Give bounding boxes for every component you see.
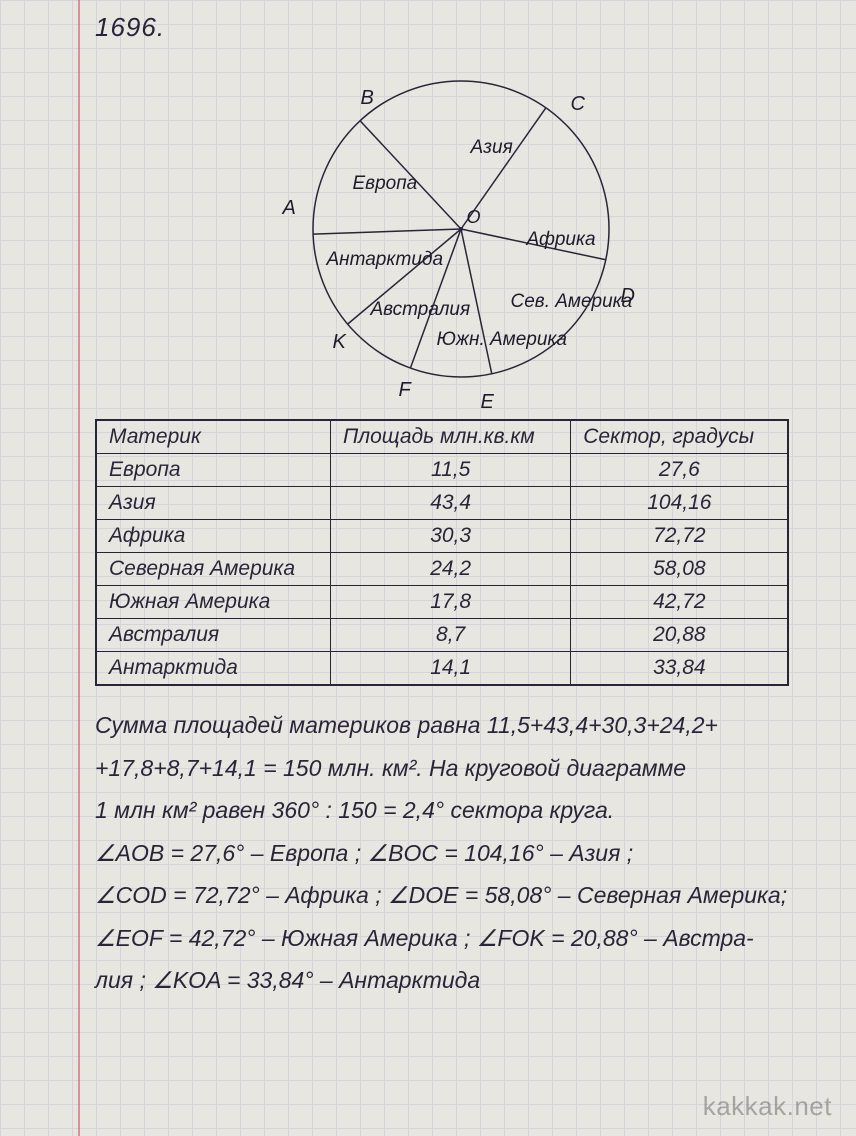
pie-point-K: K [333, 331, 346, 354]
pie-sector-label: Южн. Америка [437, 329, 567, 351]
pie-point-A: A [283, 197, 296, 220]
data-table: МатерикПлощадь млн.кв.кмСектор, градусы … [95, 419, 789, 686]
table-row: Северная Америка24,258,08 [96, 553, 788, 586]
table-cell: 24,2 [331, 553, 571, 586]
pie-sector-label: Африка [527, 229, 596, 251]
pie-sector-label: Азия [471, 137, 513, 159]
table-row: Австралия8,720,88 [96, 619, 788, 652]
problem-number: 1696. [95, 12, 826, 43]
pie-sector-label: Австралия [371, 299, 471, 321]
pie-sector-label: Европа [353, 173, 418, 195]
table-cell: 42,72 [571, 586, 789, 619]
table-cell: Европа [96, 454, 331, 487]
watermark: kakkak.net [703, 1091, 832, 1122]
table-cell: 72,72 [571, 520, 789, 553]
table-header: Сектор, градусы [571, 420, 789, 454]
note-line: лия ; ∠KOA = 33,84° – Антарктида [95, 959, 826, 1002]
notebook-page: 1696. O BCADKFE АзияЕвропаАфрикаАнтаркти… [0, 0, 856, 1136]
table-row: Антарктида14,133,84 [96, 652, 788, 686]
table-cell: Южная Америка [96, 586, 331, 619]
pie-sector-label: Сев. Америка [511, 291, 633, 313]
table-cell: 104,16 [571, 487, 789, 520]
table-cell: 58,08 [571, 553, 789, 586]
pie-point-C: C [571, 93, 585, 116]
pie-chart: O BCADKFE АзияЕвропаАфрикаАнтарктидаСев.… [271, 49, 651, 409]
table-row: Африка30,372,72 [96, 520, 788, 553]
table-header: Материк [96, 420, 331, 454]
table-cell: Азия [96, 487, 331, 520]
note-line: ∠EOF = 42,72° – Южная Америка ; ∠FOK = 2… [95, 917, 826, 960]
table-cell: 33,84 [571, 652, 789, 686]
note-line: ∠AOB = 27,6° – Европа ; ∠BOC = 104,16° –… [95, 832, 826, 875]
table-cell: 17,8 [331, 586, 571, 619]
calculation-notes: Сумма площадей материков равна 11,5+43,4… [95, 704, 826, 1002]
table-cell: 43,4 [331, 487, 571, 520]
table-cell: Австралия [96, 619, 331, 652]
table-row: Азия43,4104,16 [96, 487, 788, 520]
pie-sector-label: Антарктида [327, 249, 444, 271]
table-cell: 8,7 [331, 619, 571, 652]
note-line: 1 млн км² равен 360° : 150 = 2,4° сектор… [95, 789, 826, 832]
table-cell: Северная Америка [96, 553, 331, 586]
table-cell: Африка [96, 520, 331, 553]
table-row: Южная Америка17,842,72 [96, 586, 788, 619]
pie-center-label: O [467, 207, 481, 228]
table-cell: 11,5 [331, 454, 571, 487]
table-header: Площадь млн.кв.км [331, 420, 571, 454]
table-cell: 30,3 [331, 520, 571, 553]
pie-point-B: B [361, 87, 374, 110]
note-line: +17,8+8,7+14,1 = 150 млн. км². На кругов… [95, 747, 826, 790]
pie-point-F: F [399, 379, 411, 402]
table-cell: 27,6 [571, 454, 789, 487]
note-line: Сумма площадей материков равна 11,5+43,4… [95, 704, 826, 747]
pie-point-E: E [481, 391, 494, 414]
table-cell: Антарктида [96, 652, 331, 686]
table-cell: 14,1 [331, 652, 571, 686]
note-line: ∠COD = 72,72° – Африка ; ∠DOE = 58,08° –… [95, 874, 826, 917]
table-cell: 20,88 [571, 619, 789, 652]
table-row: Европа11,527,6 [96, 454, 788, 487]
